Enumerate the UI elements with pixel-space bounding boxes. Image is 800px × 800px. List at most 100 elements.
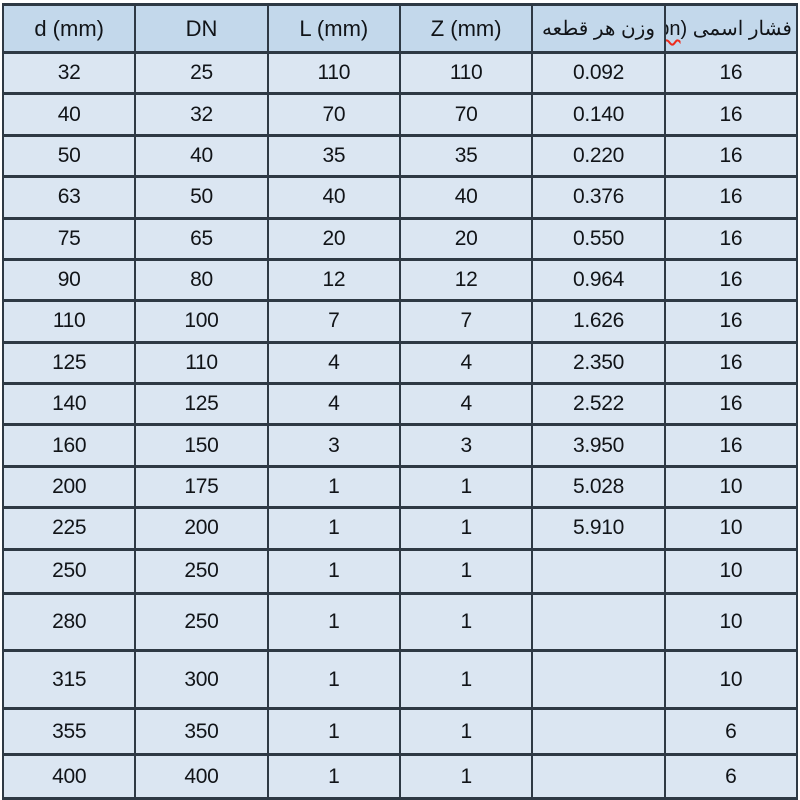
table-cell: 0.964	[531, 257, 666, 303]
table-cell: 10	[663, 649, 799, 710]
table-cell: 7	[398, 299, 534, 344]
table-cell: 50	[134, 175, 269, 220]
table-row: 110 100 7 7 1.626 16	[1, 299, 799, 344]
column-header: d (mm)	[1, 3, 137, 54]
table-cell: 5.028	[531, 464, 666, 510]
table-cell: 70	[398, 92, 534, 137]
table-cell: 20	[398, 216, 534, 261]
table-cell: 4	[398, 340, 534, 386]
header-label: d (mm)	[34, 15, 104, 41]
fittings-spec-table-wrap: d (mm) DN L (mm) Z (mm) وزن هر قطعه فشار اسمی…	[1, 3, 799, 800]
table-cell: 110	[134, 340, 269, 386]
column-header: DN	[134, 3, 269, 54]
table-cell: 50	[1, 133, 137, 179]
table-cell	[531, 591, 666, 653]
table-cell: 110	[1, 299, 137, 344]
table-cell: 1	[266, 649, 401, 710]
table-cell: 40	[1, 92, 137, 137]
column-header: Z (mm)	[398, 3, 534, 54]
table-row: 63 50 40 40 0.376 16	[1, 175, 799, 220]
table-cell: 16	[663, 423, 799, 468]
table-cell: 125	[134, 381, 269, 427]
table-row: 125 110 4 4 2.350 16	[1, 340, 799, 386]
table-cell: 7	[266, 299, 401, 344]
table-cell: 40	[398, 175, 534, 220]
table-cell: 75	[1, 216, 137, 261]
table-cell: 110	[398, 50, 534, 96]
column-header: L (mm)	[266, 3, 401, 54]
table-cell	[531, 706, 666, 757]
table-cell: 10	[663, 591, 799, 653]
table-cell: 280	[1, 591, 137, 653]
table-cell: 35	[398, 133, 534, 179]
table-cell: 1	[398, 649, 534, 710]
table-cell: 1	[266, 753, 401, 800]
table-cell: 65	[134, 216, 269, 261]
table-cell: 16	[663, 216, 799, 261]
table-row: 40 32 70 70 0.140 16	[1, 92, 799, 137]
table-cell: 110	[266, 50, 401, 96]
header-label: وزن هر قطعه	[541, 18, 655, 40]
table-cell: 350	[134, 706, 269, 757]
table-row: 400 400 1 1 6	[1, 753, 799, 800]
table-cell: 4	[266, 340, 401, 386]
table-cell: 200	[134, 506, 269, 551]
table-cell: 200	[1, 464, 137, 510]
table-cell: 6	[663, 706, 799, 757]
table-cell: 1	[398, 547, 534, 595]
table-cell: 4	[398, 381, 534, 427]
table-cell: 35	[266, 133, 401, 179]
table-cell: 1	[398, 706, 534, 757]
table-header: d (mm) DN L (mm) Z (mm) وزن هر قطعه فشار اسمی…	[1, 3, 799, 54]
header-label: DN	[185, 15, 218, 41]
table-row: 75 65 20 20 0.550 16	[1, 216, 799, 261]
table-cell: 4	[266, 381, 401, 427]
table-cell: 5.910	[531, 506, 666, 551]
table-cell: 12	[266, 257, 401, 303]
table-cell: 175	[134, 464, 269, 510]
misspelled-word: pn	[667, 18, 681, 40]
table-cell	[531, 547, 666, 595]
table-row: 90 80 12 12 0.964 16	[1, 257, 799, 303]
column-header: فشار اسمی (pn)	[663, 3, 799, 54]
table-cell: 16	[663, 257, 799, 303]
table-row: 50 40 35 35 0.220 16	[1, 133, 799, 179]
table-cell: 315	[1, 649, 137, 710]
table-cell: 2.522	[531, 381, 666, 427]
table-cell: 125	[1, 340, 137, 386]
table-row: 355 350 1 1 6	[1, 706, 799, 757]
header-label: Z (mm)	[430, 15, 502, 41]
table-cell: 0.092	[531, 50, 666, 96]
table-cell: 12	[398, 257, 534, 303]
table-cell: 16	[663, 92, 799, 137]
table-cell: 32	[1, 50, 137, 96]
table-row: 160 150 3 3 3.950 16	[1, 423, 799, 468]
table-cell: 32	[134, 92, 269, 137]
table-cell: 1	[398, 464, 534, 510]
table-cell: 3	[398, 423, 534, 468]
table-cell: 100	[134, 299, 269, 344]
table-cell: 1	[398, 753, 534, 800]
table-cell: 3.950	[531, 423, 666, 468]
table-cell: 10	[663, 547, 799, 595]
table-cell: 160	[1, 423, 137, 468]
table-row: 225 200 1 1 5.910 10	[1, 506, 799, 551]
table-cell: 90	[1, 257, 137, 303]
table-row: 140 125 4 4 2.522 16	[1, 381, 799, 427]
header-label: L (mm)	[299, 15, 369, 41]
table-cell: 10	[663, 506, 799, 551]
table-cell: 20	[266, 216, 401, 261]
table-cell: 10	[663, 464, 799, 510]
table-cell: 16	[663, 50, 799, 96]
header-row: d (mm) DN L (mm) Z (mm) وزن هر قطعه فشار اسمی…	[1, 3, 799, 54]
table-row: 250 250 1 1 10	[1, 547, 799, 595]
table-cell: 63	[1, 175, 137, 220]
table-cell: 3	[266, 423, 401, 468]
table-cell: 1	[266, 591, 401, 653]
table-cell: 16	[663, 340, 799, 386]
table-cell: 225	[1, 506, 137, 551]
table-cell: 1	[266, 464, 401, 510]
table-cell: 250	[134, 591, 269, 653]
table-cell: 400	[134, 753, 269, 800]
table-cell: 80	[134, 257, 269, 303]
